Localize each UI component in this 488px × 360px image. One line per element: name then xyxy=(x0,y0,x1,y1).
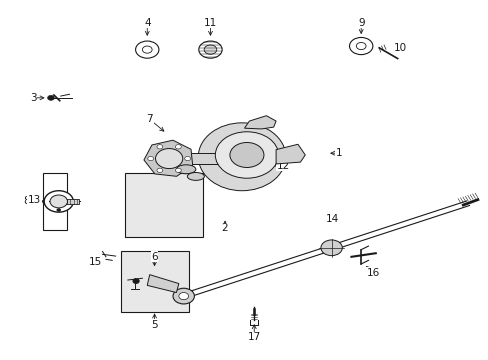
Circle shape xyxy=(175,145,181,149)
Text: 15: 15 xyxy=(88,257,102,267)
Circle shape xyxy=(50,195,67,208)
Ellipse shape xyxy=(198,123,285,191)
Text: 9: 9 xyxy=(357,18,364,28)
Text: 16: 16 xyxy=(366,268,379,278)
Circle shape xyxy=(135,41,159,58)
Circle shape xyxy=(44,191,73,212)
Bar xyxy=(64,199,79,204)
Circle shape xyxy=(155,149,183,168)
Bar xyxy=(120,251,188,312)
Text: 13: 13 xyxy=(28,195,41,204)
Polygon shape xyxy=(244,116,276,129)
Bar xyxy=(42,173,67,230)
Circle shape xyxy=(215,132,278,178)
Ellipse shape xyxy=(176,165,196,174)
Circle shape xyxy=(203,45,216,54)
Circle shape xyxy=(349,37,372,55)
Circle shape xyxy=(157,145,163,149)
Bar xyxy=(125,173,203,237)
Circle shape xyxy=(229,143,264,167)
Polygon shape xyxy=(147,275,179,293)
Circle shape xyxy=(157,168,163,172)
Circle shape xyxy=(47,95,54,100)
Circle shape xyxy=(179,293,188,300)
Polygon shape xyxy=(143,140,192,176)
Text: 10: 10 xyxy=(393,43,406,53)
Circle shape xyxy=(133,279,139,283)
Text: 6: 6 xyxy=(151,252,158,262)
Circle shape xyxy=(320,240,342,256)
Circle shape xyxy=(147,157,153,161)
Circle shape xyxy=(199,41,222,58)
Bar xyxy=(191,153,220,164)
Text: 8: 8 xyxy=(23,197,30,206)
Text: 11: 11 xyxy=(203,18,217,28)
Circle shape xyxy=(142,46,152,53)
Ellipse shape xyxy=(187,172,204,180)
Circle shape xyxy=(57,208,61,211)
Circle shape xyxy=(175,168,181,172)
Text: 14: 14 xyxy=(325,214,338,224)
Text: 12: 12 xyxy=(276,161,289,171)
Text: 17: 17 xyxy=(247,332,260,342)
Circle shape xyxy=(356,42,366,50)
Text: 5: 5 xyxy=(151,320,158,330)
Text: 4: 4 xyxy=(143,18,150,28)
Text: 3: 3 xyxy=(30,93,36,103)
Circle shape xyxy=(173,288,194,304)
Circle shape xyxy=(184,157,190,161)
Text: 2: 2 xyxy=(221,223,228,233)
Polygon shape xyxy=(276,144,305,164)
Text: 1: 1 xyxy=(335,148,342,158)
Text: 7: 7 xyxy=(146,114,153,124)
